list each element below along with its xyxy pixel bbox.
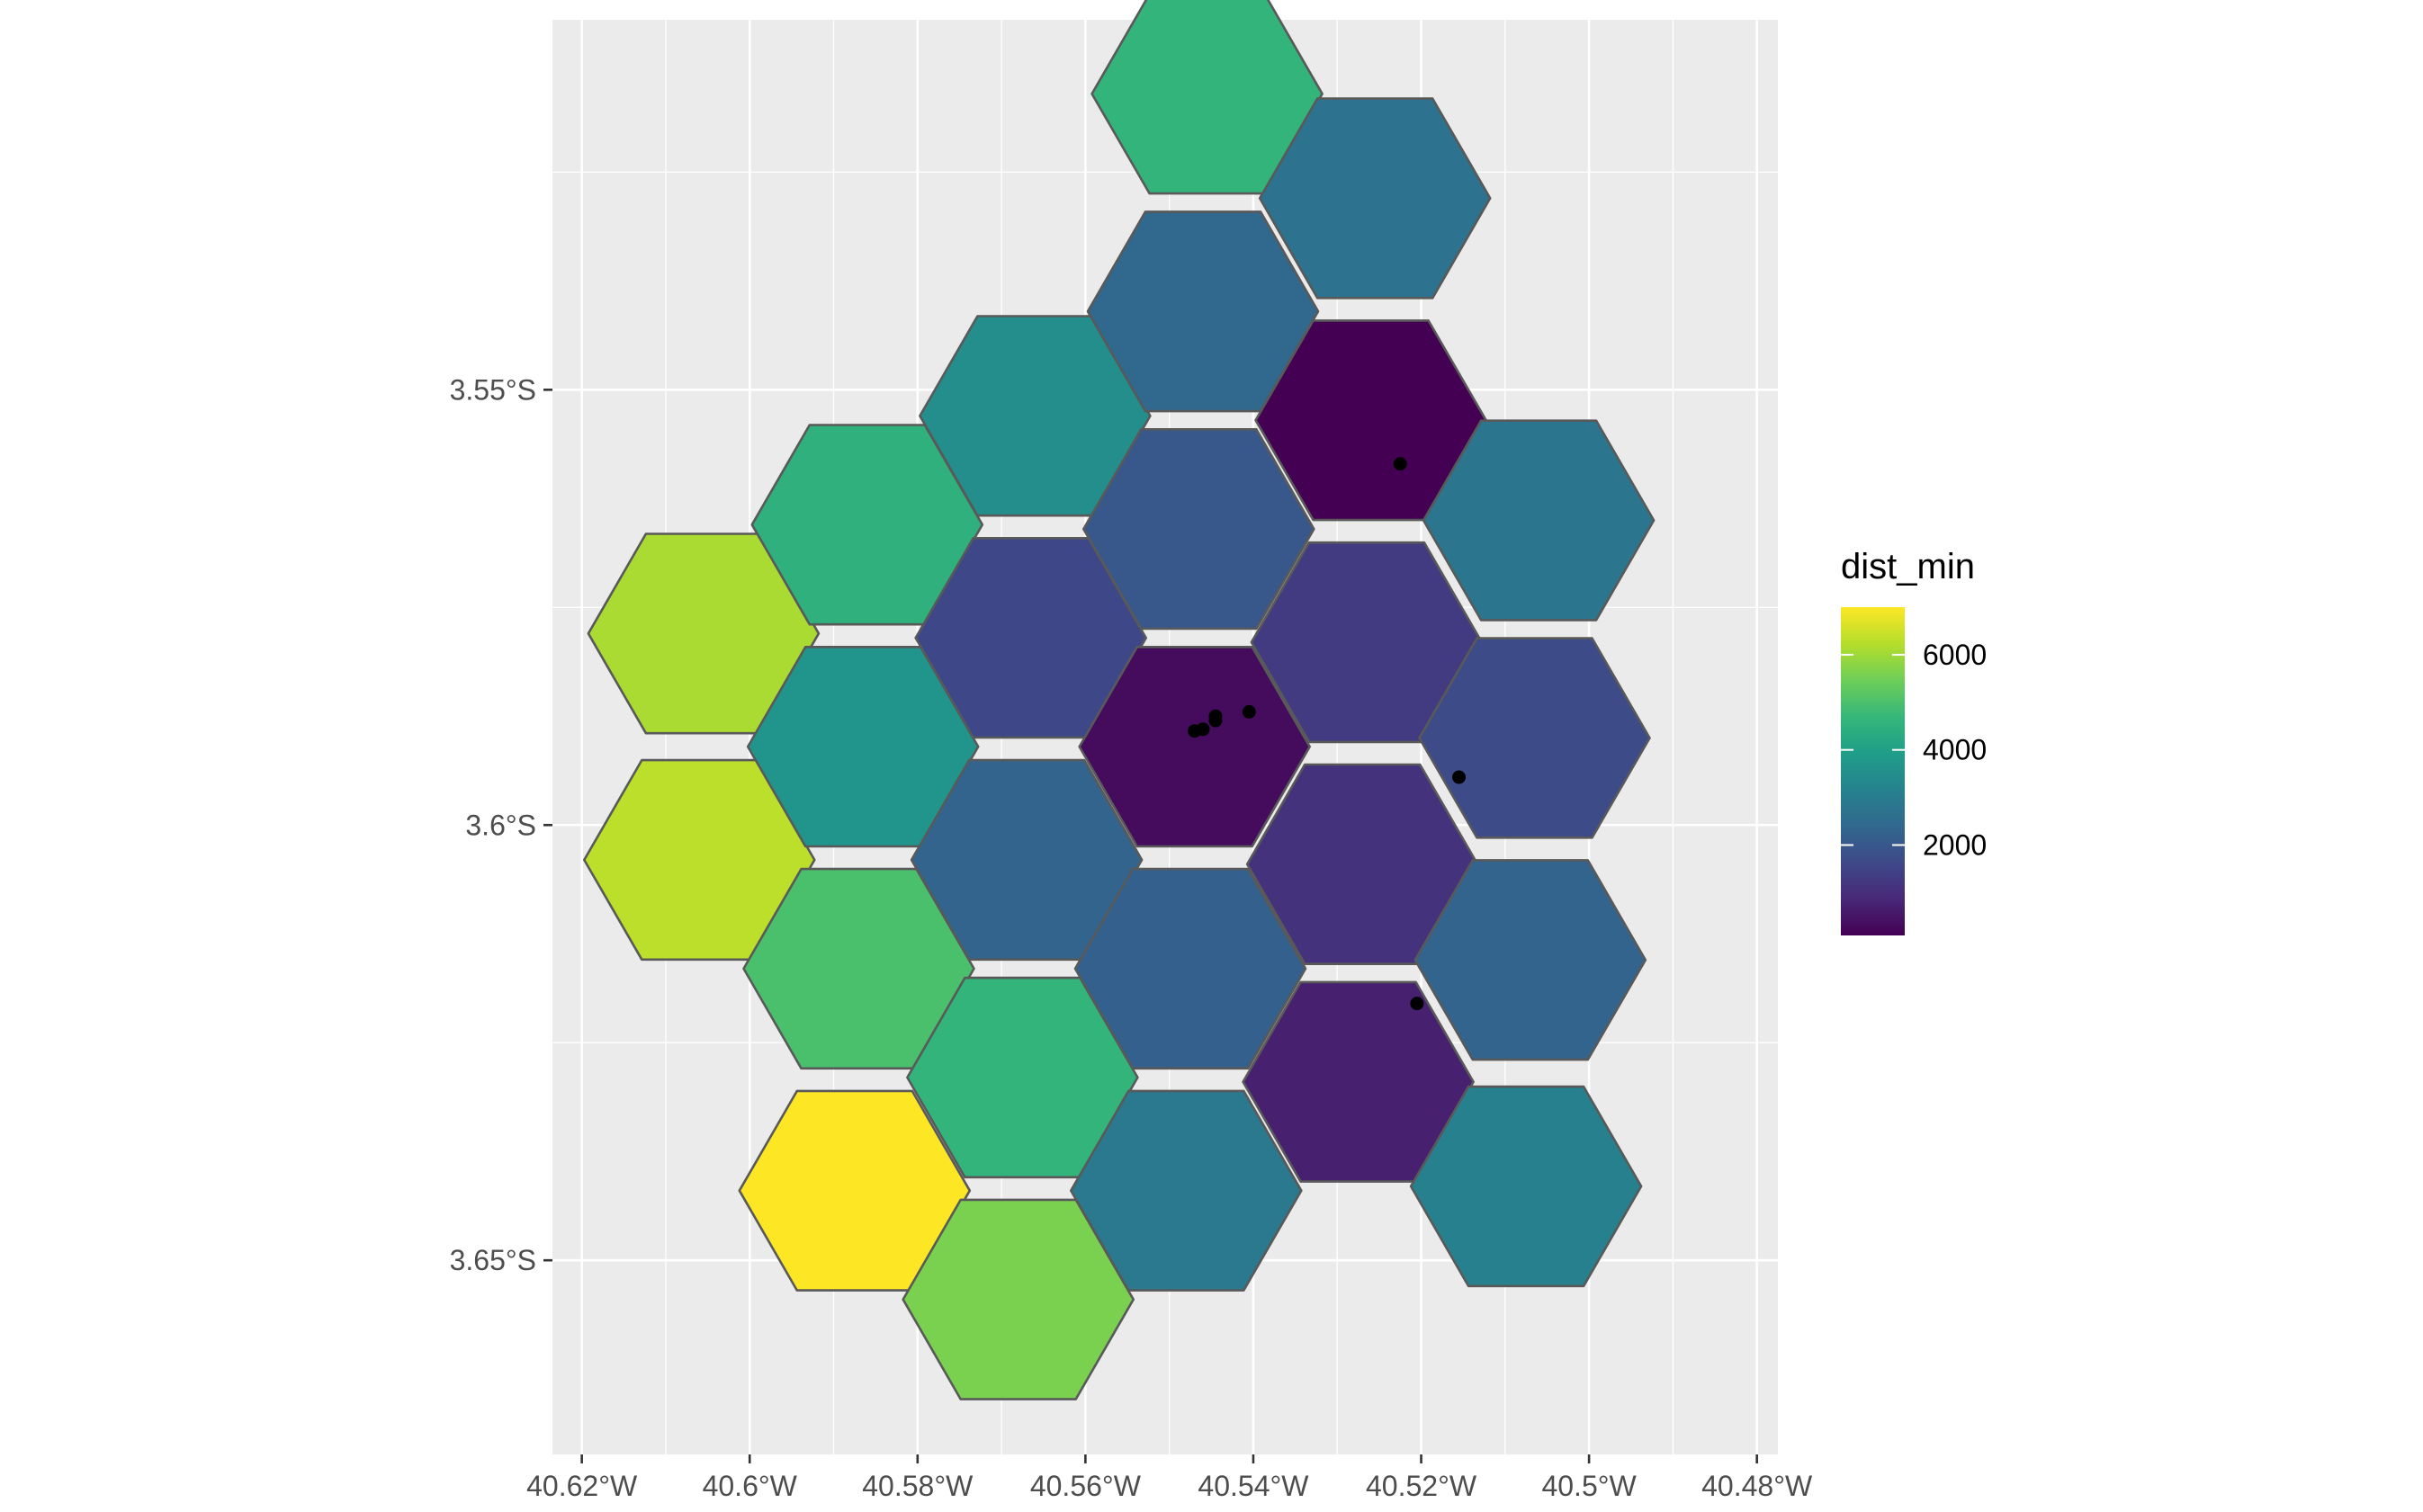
x-axis: 40.62°W 40.6°W 40.58°W 40.56°W 40.54°W 40.52°… <box>526 1454 1813 1502</box>
data-point <box>1188 724 1202 738</box>
legend-tick-label: 4000 <box>1923 734 1987 766</box>
hex-cell <box>1258 97 1492 300</box>
x-tick-label: 40.48°W <box>1701 1470 1813 1502</box>
y-tick-label: 3.65°S <box>450 1244 536 1276</box>
y-tick-label: 3.55°S <box>450 373 536 406</box>
data-point <box>1410 997 1424 1011</box>
hex-cell <box>1073 867 1307 1070</box>
legend-ticks: 2000 4000 6000 <box>1841 639 1987 861</box>
plot-panel <box>552 0 1778 1454</box>
hex-cell <box>1078 645 1311 848</box>
hex-cell <box>1418 637 1651 839</box>
legend-tick-label: 6000 <box>1923 639 1987 671</box>
x-tick-label: 40.56°W <box>1030 1470 1142 1502</box>
x-tick-label: 40.6°W <box>703 1470 798 1502</box>
x-tick-label: 40.52°W <box>1366 1470 1477 1502</box>
data-point <box>1393 457 1407 471</box>
x-tick-label: 40.58°W <box>862 1470 974 1502</box>
x-tick-label: 40.62°W <box>526 1470 638 1502</box>
legend-colorbar <box>1841 607 1905 935</box>
data-point <box>1208 713 1223 728</box>
hex-cells <box>582 0 1656 1400</box>
hex-cell <box>1082 427 1315 631</box>
legend-tick-label: 2000 <box>1923 828 1987 861</box>
hex-cell <box>1422 419 1656 622</box>
x-tick-label: 40.54°W <box>1198 1470 1309 1502</box>
legend-title: dist_min <box>1841 547 1975 586</box>
y-axis: 3.55°S 3.6°S 3.65°S <box>450 373 552 1276</box>
data-points <box>1188 457 1467 1011</box>
hex-cell <box>1413 859 1647 1061</box>
data-point <box>1452 770 1467 784</box>
x-tick-label: 40.5°W <box>1541 1470 1637 1502</box>
legend: dist_min 2000 4000 6000 <box>1841 547 1987 935</box>
data-point <box>1242 704 1256 719</box>
hex-cell <box>1409 1085 1643 1288</box>
y-tick-label: 3.6°S <box>465 809 536 841</box>
hex-cell <box>1070 1089 1303 1292</box>
